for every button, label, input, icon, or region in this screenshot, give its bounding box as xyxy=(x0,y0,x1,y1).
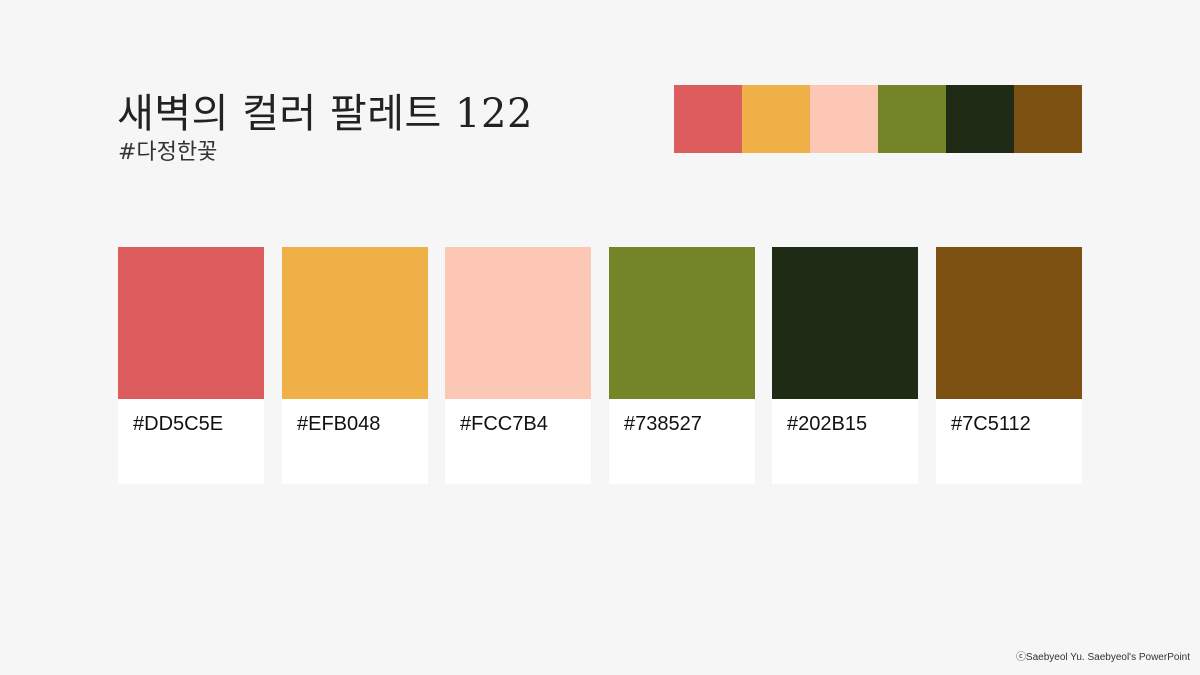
color-card: #7C5112 xyxy=(936,247,1082,484)
strip-swatch xyxy=(742,85,810,153)
hex-code: #202B15 xyxy=(787,413,868,435)
card-swatch xyxy=(609,247,755,399)
hex-code: #738527 xyxy=(624,413,702,435)
strip-swatch xyxy=(1014,85,1082,153)
color-card: #EFB048 xyxy=(282,247,428,484)
strip-swatch xyxy=(810,85,878,153)
strip-swatch xyxy=(674,85,742,153)
hex-code: #7C5112 xyxy=(951,413,1031,435)
strip-swatch xyxy=(878,85,946,153)
palette-strip xyxy=(674,85,1082,153)
hex-code: #EFB048 xyxy=(297,413,381,435)
card-swatch xyxy=(282,247,428,399)
color-card: #202B15 xyxy=(772,247,918,484)
color-card: #738527 xyxy=(609,247,755,484)
card-swatch xyxy=(772,247,918,399)
strip-swatch xyxy=(946,85,1014,153)
card-swatch xyxy=(936,247,1082,399)
card-swatch xyxy=(445,247,591,399)
page-subtitle: #다정한꽃 xyxy=(118,140,218,165)
hex-code: #FCC7B4 xyxy=(460,413,548,435)
color-card: #DD5C5E xyxy=(118,247,264,484)
copyright-credit: ⓒSaebyeol Yu. Saebyeol's PowerPoint xyxy=(1015,652,1190,663)
color-card: #FCC7B4 xyxy=(445,247,591,484)
page-title: 새벽의 컬러 팔레트 122 xyxy=(117,91,533,137)
hex-code: #DD5C5E xyxy=(133,413,224,435)
color-cards: #DD5C5E #EFB048 #FCC7B4 #738527 #202B15 … xyxy=(118,247,1082,484)
card-swatch xyxy=(118,247,264,399)
